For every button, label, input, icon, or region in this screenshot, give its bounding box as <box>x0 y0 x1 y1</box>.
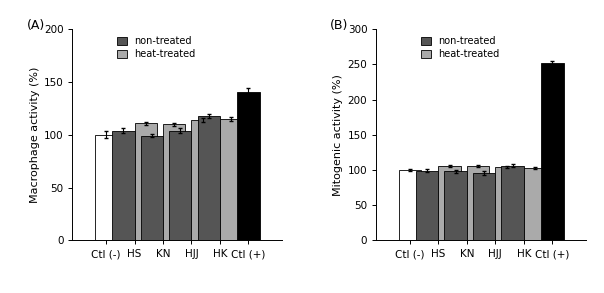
Y-axis label: Mitogenic activity (%): Mitogenic activity (%) <box>333 74 344 196</box>
Bar <box>112 131 135 240</box>
Y-axis label: Macrophage activity (%): Macrophage activity (%) <box>30 67 39 203</box>
Text: (B): (B) <box>330 19 349 32</box>
Bar <box>237 91 260 240</box>
Bar <box>445 171 467 240</box>
Bar <box>495 167 518 240</box>
Bar <box>467 166 489 240</box>
Legend: non-treated, heat-treated: non-treated, heat-treated <box>419 34 501 61</box>
Bar <box>198 116 220 240</box>
Legend: non-treated, heat-treated: non-treated, heat-treated <box>115 34 198 61</box>
Bar <box>169 131 191 240</box>
Bar <box>399 170 421 240</box>
Bar <box>135 123 157 240</box>
Bar <box>501 166 524 240</box>
Bar <box>473 173 495 240</box>
Bar <box>439 166 461 240</box>
Bar <box>541 63 564 240</box>
Bar <box>220 119 242 240</box>
Bar <box>141 136 163 240</box>
Bar <box>163 124 185 240</box>
Text: (A): (A) <box>27 19 45 32</box>
Bar <box>524 168 546 240</box>
Bar <box>416 171 439 240</box>
Bar <box>191 120 214 240</box>
Bar <box>95 135 117 240</box>
